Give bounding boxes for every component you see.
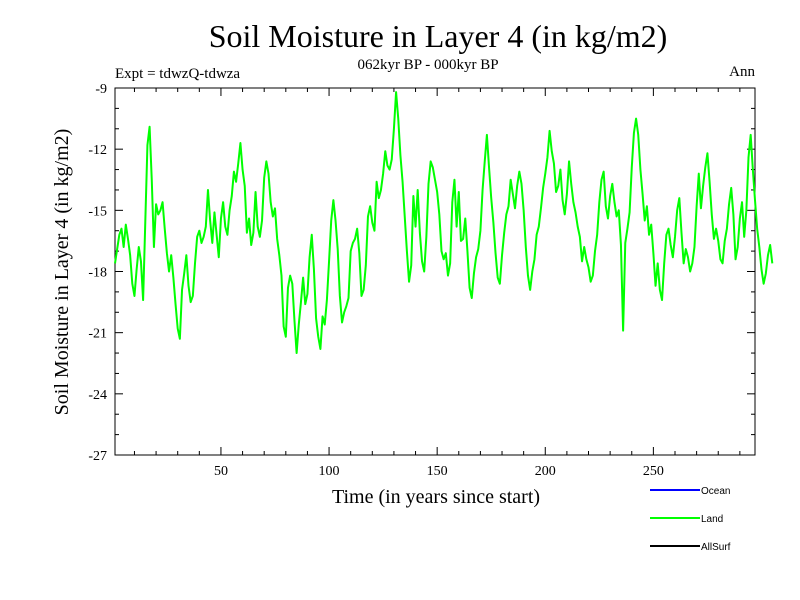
x-tick-label: 250 — [643, 464, 664, 479]
season-label: Ann — [729, 64, 755, 80]
x-axis-label: Time (in years since start) — [332, 486, 540, 508]
y-tick-label: -18 — [88, 266, 107, 281]
legend-label-allsurf: AllSurf — [701, 542, 731, 553]
x-tick-label: 150 — [427, 464, 448, 479]
x-axis: 50 100 150 200 250 — [133, 88, 741, 479]
x-tick-label: 200 — [535, 464, 556, 479]
y-tick-label: -24 — [88, 388, 107, 403]
y-tick-label: -9 — [95, 82, 107, 97]
chart-title: Soil Moisture in Layer 4 (in kg/m2) — [209, 18, 668, 54]
series-line-land — [114, 91, 774, 355]
y-axis-label: Soil Moisture in Layer 4 (in kg/m2) — [51, 129, 73, 416]
y-tick-label: -21 — [88, 327, 107, 342]
x-tick-label: 50 — [214, 464, 228, 479]
y-axis: -9 -12 -15 -18 -21 -24 -27 — [88, 82, 755, 464]
legend: Ocean Land AllSurf — [650, 486, 731, 553]
chart-subtitle: 062kyr BP - 000kyr BP — [357, 57, 498, 73]
x-tick-label: 100 — [319, 464, 340, 479]
y-tick-label: -12 — [88, 143, 107, 158]
y-tick-label: -27 — [88, 449, 107, 464]
legend-label-land: Land — [701, 514, 723, 525]
y-tick-label: -15 — [88, 204, 107, 219]
experiment-label: Expt = tdwzQ-tdwza — [115, 66, 240, 82]
legend-label-ocean: Ocean — [701, 486, 730, 497]
